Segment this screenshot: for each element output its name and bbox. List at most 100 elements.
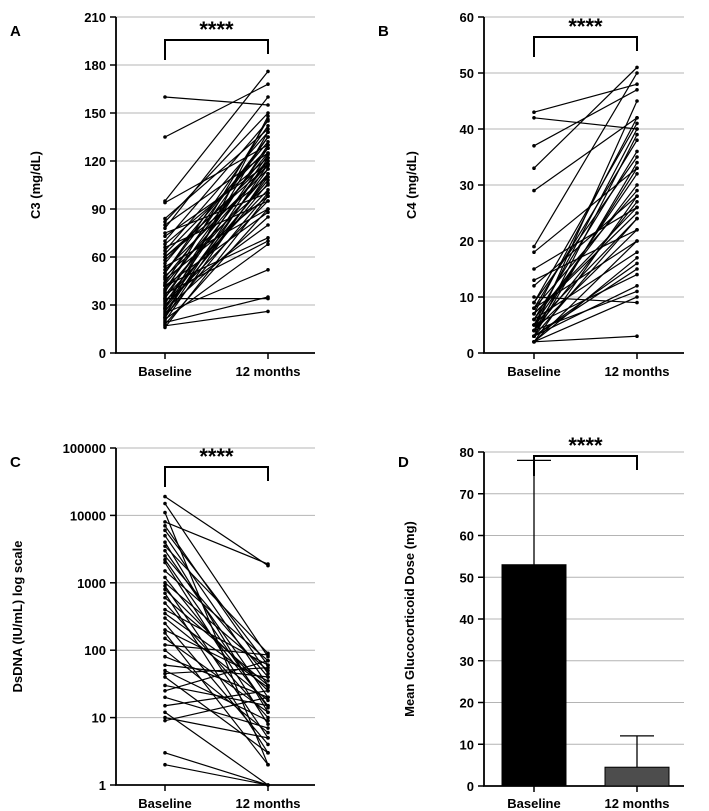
y-axis-label: C3 (mg/dL) bbox=[28, 151, 43, 219]
series-line bbox=[164, 163, 269, 319]
data-point bbox=[532, 328, 536, 333]
data-point bbox=[266, 124, 270, 128]
data-point bbox=[532, 267, 536, 271]
data-point bbox=[532, 295, 536, 299]
y-tick-label: 20 bbox=[460, 234, 474, 249]
data-point bbox=[163, 533, 167, 538]
series-line bbox=[164, 496, 269, 567]
y-tick-label: 0 bbox=[467, 779, 474, 794]
series-line bbox=[164, 622, 269, 745]
data-point bbox=[635, 116, 639, 120]
data-point bbox=[163, 316, 167, 320]
series-line bbox=[164, 656, 269, 698]
data-point bbox=[266, 236, 270, 240]
data-point bbox=[266, 239, 270, 243]
series-line bbox=[533, 218, 638, 326]
data-point bbox=[163, 683, 167, 688]
data-point bbox=[635, 82, 639, 86]
data-point bbox=[266, 309, 270, 314]
y-tick-label: 20 bbox=[460, 696, 474, 711]
data-point bbox=[266, 685, 270, 690]
data-point bbox=[532, 144, 536, 148]
y-tick-label: 50 bbox=[460, 66, 474, 81]
data-point bbox=[266, 181, 270, 186]
series-line bbox=[164, 525, 269, 674]
data-point bbox=[635, 255, 639, 260]
data-point bbox=[266, 715, 270, 720]
series-line bbox=[164, 559, 269, 709]
data-point bbox=[266, 698, 270, 703]
series-line bbox=[164, 602, 269, 719]
y-tick-label: 60 bbox=[460, 529, 474, 544]
y-tick-label: 0 bbox=[467, 346, 474, 361]
series-line bbox=[533, 117, 638, 130]
data-point bbox=[635, 88, 639, 92]
data-point bbox=[266, 194, 270, 198]
series-line bbox=[164, 296, 269, 324]
data-point bbox=[266, 242, 270, 246]
y-axis-label: Mean Glucocorticoid Dose (mg) bbox=[402, 521, 417, 717]
panel-label: C bbox=[10, 454, 21, 471]
data-point bbox=[266, 679, 270, 683]
data-point bbox=[163, 668, 167, 673]
data-point bbox=[266, 653, 270, 657]
data-point bbox=[163, 631, 167, 635]
series-line bbox=[533, 83, 638, 113]
data-point bbox=[163, 695, 167, 700]
x-tick-label: Baseline bbox=[138, 364, 191, 379]
data-point bbox=[163, 675, 167, 679]
y-tick-label: 120 bbox=[84, 154, 106, 169]
data-point bbox=[266, 751, 270, 755]
data-point bbox=[163, 258, 167, 263]
data-point bbox=[266, 742, 270, 747]
data-point bbox=[266, 730, 270, 735]
data-point bbox=[266, 114, 270, 118]
series-line bbox=[533, 335, 638, 343]
data-point bbox=[163, 643, 167, 647]
data-point bbox=[266, 722, 270, 726]
data-point bbox=[532, 334, 536, 339]
data-point bbox=[266, 111, 270, 115]
data-point bbox=[163, 245, 167, 250]
series-line bbox=[164, 71, 269, 202]
significance-label: **** bbox=[568, 14, 603, 39]
series-line bbox=[164, 696, 269, 722]
data-point bbox=[163, 587, 167, 592]
series-line bbox=[164, 529, 269, 666]
series-line bbox=[533, 229, 638, 332]
data-point bbox=[163, 554, 167, 558]
series-line bbox=[164, 629, 269, 682]
data-point bbox=[635, 160, 639, 165]
data-point bbox=[163, 718, 167, 723]
series-line bbox=[533, 151, 638, 320]
data-point bbox=[635, 132, 639, 137]
data-point bbox=[635, 65, 639, 70]
data-point bbox=[163, 628, 167, 632]
data-point bbox=[163, 540, 167, 545]
significance-label: **** bbox=[199, 17, 234, 42]
data-point bbox=[163, 524, 167, 528]
data-point bbox=[635, 172, 639, 176]
data-point bbox=[635, 211, 639, 215]
series-line bbox=[533, 100, 638, 331]
y-tick-label: 90 bbox=[92, 202, 106, 217]
data-point bbox=[163, 501, 167, 506]
data-point bbox=[635, 166, 639, 170]
panel-label: A bbox=[10, 23, 21, 40]
series-line bbox=[164, 112, 269, 223]
data-point bbox=[163, 255, 167, 259]
data-point bbox=[266, 718, 270, 723]
data-point bbox=[163, 95, 167, 99]
y-tick-label: 10 bbox=[460, 737, 474, 752]
y-tick-label: 100 bbox=[84, 643, 106, 658]
data-point bbox=[532, 340, 536, 344]
data-point bbox=[635, 284, 639, 288]
series-line bbox=[164, 684, 269, 707]
data-point bbox=[635, 71, 639, 75]
series-line bbox=[533, 117, 638, 192]
series-line bbox=[164, 764, 269, 786]
data-point bbox=[163, 557, 167, 562]
data-point bbox=[163, 242, 167, 246]
y-tick-label: 150 bbox=[84, 106, 106, 121]
